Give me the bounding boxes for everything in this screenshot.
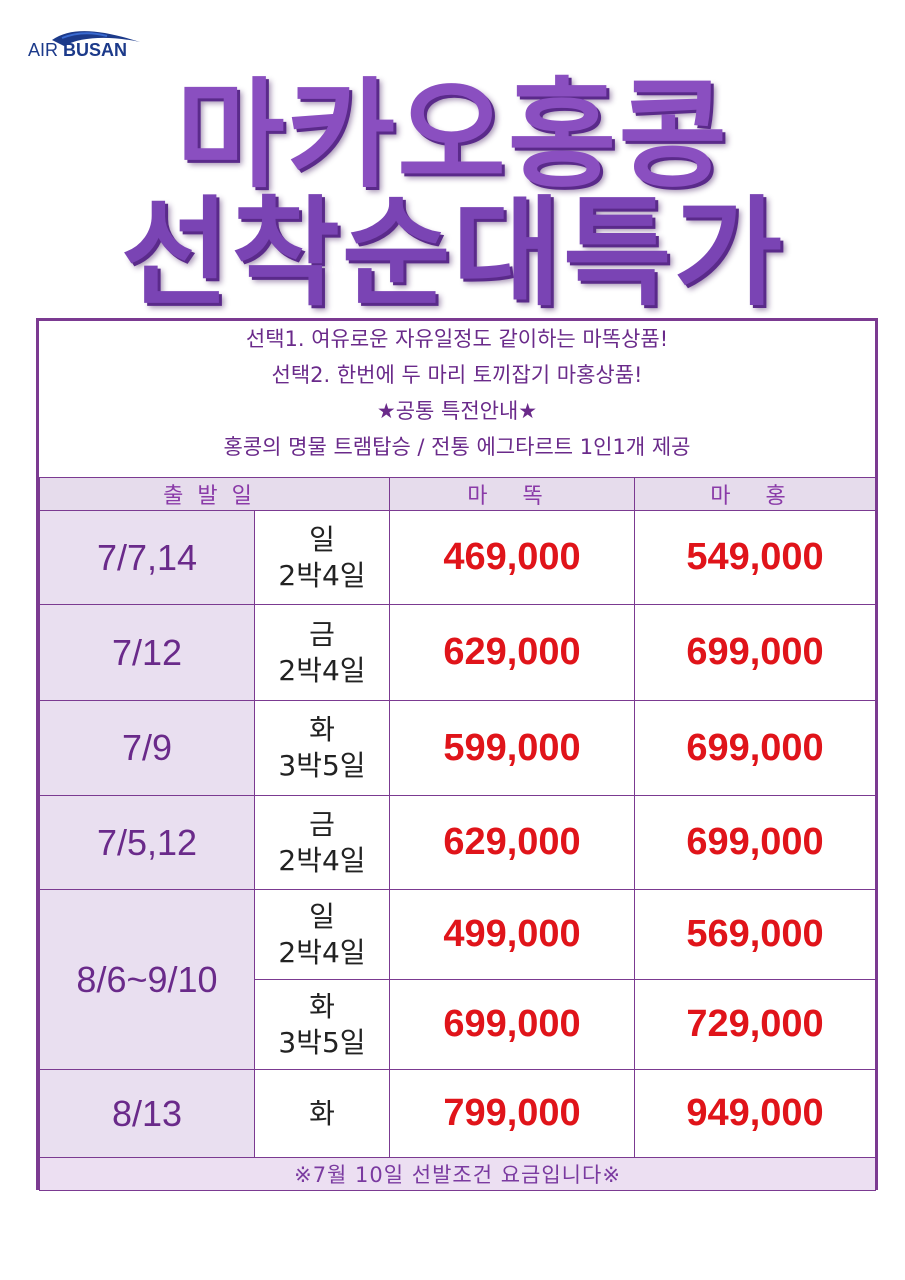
- day-duration: 일 2박4일: [253, 510, 391, 605]
- header-mattok: 마 똑: [389, 477, 636, 511]
- price-mahong: 729,000: [634, 979, 877, 1070]
- price-table: 출발일 마 똑 마 홍 7/7,14 일 2박4일 469,000 549,000…: [38, 477, 877, 1191]
- header-departure: 출발일: [38, 477, 391, 511]
- price-mattok: 699,000: [389, 979, 636, 1070]
- table-row: 7/12 금 2박4일 629,000 699,000: [39, 604, 877, 701]
- day-duration: 금 2박4일: [253, 604, 391, 701]
- weekday: 금: [309, 617, 335, 651]
- table-footer-row: ※7월 10일 선발조건 요금입니다※: [38, 1157, 877, 1191]
- table-row: 7/9 화 3박5일 599,000 699,000: [39, 700, 877, 796]
- logo-text: AIR BUSAN: [28, 40, 127, 61]
- price-mattok: 499,000: [389, 889, 636, 980]
- departure-date: 8/6~9/10: [39, 889, 255, 1070]
- weekday: 일: [309, 522, 335, 556]
- price-mattok: 599,000: [389, 700, 636, 796]
- duration: 2박4일: [278, 843, 366, 877]
- duration: 2박4일: [278, 558, 366, 592]
- logo-busan: BUSAN: [63, 40, 128, 60]
- table-row: 8/13 화 799,000 949,000: [39, 1069, 877, 1158]
- price-mahong: 699,000: [634, 604, 877, 701]
- weekday: 화: [309, 713, 335, 746]
- title-line-2: 선착순대특가: [120, 184, 785, 322]
- duration: 3박5일: [278, 1025, 366, 1059]
- departure-date: 8/13: [39, 1069, 255, 1158]
- table-row: 8/6~9/10 일 2박4일 499,000 569,000: [39, 889, 877, 1070]
- title-line-1: 마카오홍콩: [176, 66, 729, 204]
- price-mattok: 799,000: [389, 1069, 636, 1158]
- duration: 3박5일: [278, 749, 366, 782]
- weekday: 금: [309, 807, 335, 841]
- price-mattok: 629,000: [389, 604, 636, 701]
- air-busan-logo: [52, 31, 140, 46]
- price-mahong: 699,000: [634, 700, 877, 796]
- logo-air: AIR: [28, 40, 59, 60]
- price-mahong: 569,000: [634, 889, 877, 980]
- departure-date: 7/7,14: [39, 510, 255, 605]
- weekday: 화: [309, 1096, 335, 1130]
- day-duration: 화 3박5일: [253, 979, 391, 1070]
- weekday: 화: [309, 989, 335, 1023]
- footer-note: ※7월 10일 선발조건 요금입니다※: [38, 1157, 877, 1191]
- duration: 2박4일: [278, 935, 366, 969]
- price-mattok: 629,000: [389, 795, 636, 890]
- weekday: 일: [309, 899, 335, 933]
- intro-option-2: 선택2. 한번에 두 마리 토끼잡기 마홍상품!: [271, 363, 643, 387]
- table-row: 7/7,14 일 2박4일 469,000 549,000: [39, 510, 877, 605]
- intro-box: 선택1. 여유로운 자유일정도 같이하는 마똑상품! 선택2. 한번에 두 마리…: [39, 321, 875, 477]
- duration: 2박4일: [278, 653, 366, 687]
- day-duration: 화: [253, 1069, 391, 1158]
- price-mattok: 469,000: [389, 510, 636, 605]
- departure-date: 7/5,12: [39, 795, 255, 890]
- table-row: 7/5,12 금 2박4일 629,000 699,000: [39, 795, 877, 890]
- day-duration: 금 2박4일: [253, 795, 391, 890]
- table-header-row: 출발일 마 똑 마 홍: [38, 477, 877, 511]
- departure-date: 7/9: [39, 700, 255, 796]
- price-mahong: 699,000: [634, 795, 877, 890]
- departure-date: 7/12: [39, 604, 255, 701]
- price-mahong: 949,000: [634, 1069, 877, 1158]
- intro-option-1: 선택1. 여유로운 자유일정도 같이하는 마똑상품!: [245, 327, 669, 351]
- header-mahong: 마 홍: [634, 477, 877, 511]
- day-duration: 일 2박4일: [253, 889, 391, 980]
- price-mahong: 549,000: [634, 510, 877, 605]
- intro-benefit-detail: 홍콩의 명물 트램탑승 / 전통 에그타르트 1인1개 제공: [223, 435, 691, 459]
- price-panel: 선택1. 여유로운 자유일정도 같이하는 마똑상품! 선택2. 한번에 두 마리…: [36, 318, 878, 1191]
- intro-benefit-heading: ★공통 특전안내★: [376, 399, 538, 423]
- day-duration: 화 3박5일: [253, 700, 391, 796]
